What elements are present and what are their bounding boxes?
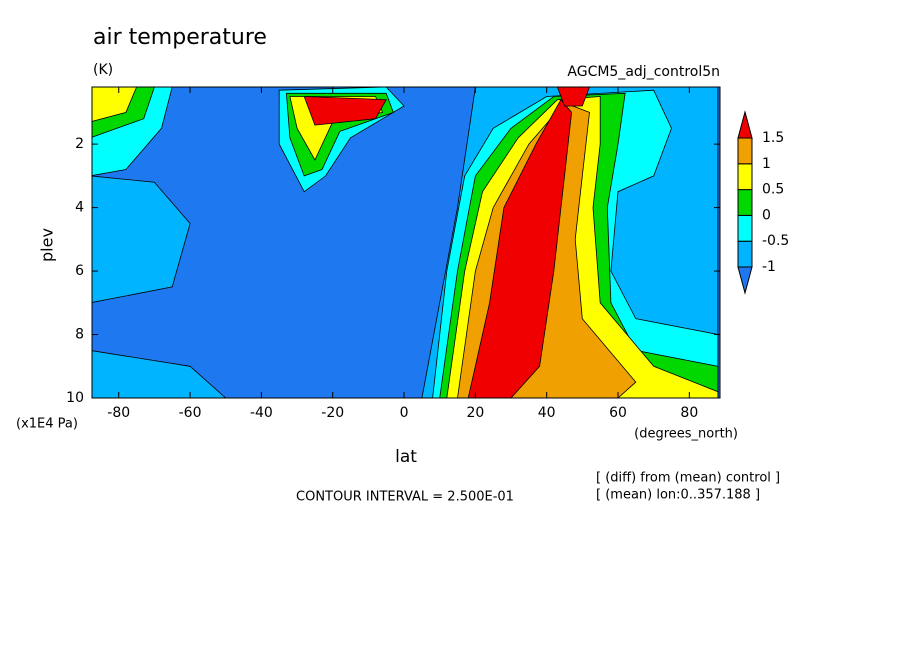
y-axis-label: plev — [38, 228, 57, 262]
colorbar-box — [737, 163, 753, 191]
plot-frame — [91, 86, 721, 399]
y-tick-label: 6 — [75, 263, 84, 279]
y-tick-label: 4 — [75, 200, 84, 216]
y-tick-label: 8 — [75, 327, 84, 343]
chart-title: air temperature — [93, 25, 267, 50]
colorbar-label: -0.5 — [762, 233, 789, 249]
colorbar-label: 1 — [762, 156, 771, 172]
x-tick-label: 20 — [466, 405, 484, 421]
contour-region — [92, 87, 138, 122]
colorbar-label: 0 — [762, 207, 771, 223]
x-tick-label: 0 — [400, 405, 409, 421]
x-units: (degrees_north) — [634, 427, 738, 442]
colorbar-box — [737, 214, 753, 242]
contour-region — [303, 96, 387, 126]
colorbar-box — [737, 137, 753, 165]
plot-area — [92, 87, 720, 398]
y-tick-label: 2 — [75, 136, 84, 152]
x-tick-label: 60 — [609, 405, 627, 421]
contour-region — [556, 87, 590, 107]
contour-region — [92, 175, 191, 303]
x-axis-label: lat — [395, 447, 417, 467]
y-tick-label: 10 — [66, 390, 84, 406]
x-tick-label: -60 — [179, 405, 202, 421]
colorbar-label: 1.5 — [762, 130, 784, 146]
colorbar-label: 0.5 — [762, 182, 784, 198]
units: (K) — [93, 62, 113, 78]
colorbar-box — [737, 240, 753, 268]
note: [ (mean) lon:0..357.188 ] — [596, 488, 760, 503]
contour-region — [467, 99, 573, 398]
y-units: (x1E4 Pa) — [16, 417, 78, 432]
x-tick-label: -80 — [107, 405, 130, 421]
note: [ (diff) from (mean) control ] — [596, 471, 780, 486]
x-tick-label: -20 — [321, 405, 344, 421]
x-tick-label: 80 — [680, 405, 698, 421]
colorbar-box — [737, 189, 753, 216]
contour-interval: CONTOUR INTERVAL = 2.500E-01 — [296, 490, 514, 505]
subtitle: AGCM5_adj_control5n — [567, 64, 720, 80]
x-tick-label: 40 — [538, 405, 556, 421]
colorbar-label: -1 — [762, 259, 776, 275]
x-tick-label: -40 — [250, 405, 273, 421]
colorbar-triangle — [737, 110, 753, 139]
contour-region — [92, 350, 227, 398]
colorbar-triangle — [737, 266, 753, 295]
